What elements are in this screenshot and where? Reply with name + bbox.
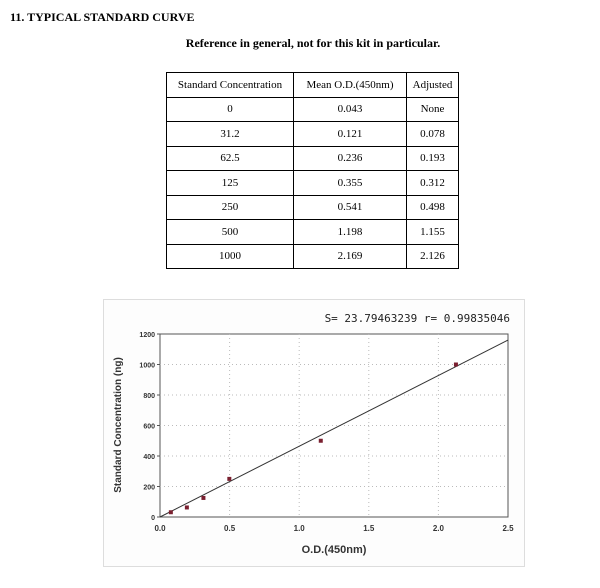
table-row: 500 1.198 1.155 bbox=[166, 219, 459, 245]
y-tick-label: 800 bbox=[143, 393, 155, 400]
table-row: 250 0.541 0.498 bbox=[166, 194, 459, 220]
section-title: 11. TYPICAL STANDARD CURVE bbox=[10, 10, 195, 24]
fit-line bbox=[159, 339, 509, 518]
standard-table: Standard Concentration Mean O.D.(450nm) … bbox=[166, 72, 459, 269]
table-cell: 2.169 bbox=[293, 243, 407, 269]
table-cell: 1.155 bbox=[406, 219, 459, 245]
data-point bbox=[201, 495, 206, 500]
y-axis-label: Standard Concentration (ng) bbox=[113, 357, 124, 493]
y-tick-label: 200 bbox=[143, 485, 155, 492]
data-point bbox=[318, 438, 323, 443]
table-row: 1000 2.169 2.126 bbox=[166, 243, 459, 269]
x-tick-label: 1.0 bbox=[294, 524, 306, 533]
x-tick-label: 1.5 bbox=[363, 524, 375, 533]
table-cell: 0.498 bbox=[406, 194, 459, 220]
header-cell: Adjusted bbox=[406, 72, 459, 98]
header-cell: Standard Concentration bbox=[166, 72, 294, 98]
data-point bbox=[227, 476, 232, 481]
data-point bbox=[168, 510, 173, 515]
data-point bbox=[184, 505, 189, 510]
table-cell: 0.541 bbox=[293, 194, 407, 220]
subtitle: Reference in general, not for this kit i… bbox=[185, 36, 441, 50]
y-tick-label: 1000 bbox=[139, 363, 155, 370]
x-tick-label: 0.0 bbox=[154, 524, 166, 533]
table-cell: 2.126 bbox=[406, 243, 459, 269]
x-axis-label: O.D.(450nm) bbox=[302, 544, 367, 556]
y-tick-label: 600 bbox=[143, 424, 155, 431]
y-tick-label: 400 bbox=[143, 454, 155, 461]
y-tick-label: 1200 bbox=[139, 332, 155, 339]
table-cell: 0.043 bbox=[293, 96, 407, 122]
y-tick-label: 0 bbox=[151, 515, 155, 522]
table-header-row: Standard Concentration Mean O.D.(450nm) … bbox=[166, 72, 459, 98]
x-tick-label: 0.5 bbox=[224, 524, 236, 533]
header-cell: Mean O.D.(450nm) bbox=[293, 72, 407, 98]
table-cell: 1.198 bbox=[293, 219, 407, 245]
table-row: 0 0.043 None bbox=[166, 96, 459, 122]
table-cell: 0.355 bbox=[293, 170, 407, 196]
data-point bbox=[453, 362, 458, 367]
x-tick-label: 2.0 bbox=[433, 524, 445, 533]
table-cell: 1000 bbox=[166, 243, 294, 269]
table-cell: 0.078 bbox=[406, 121, 459, 147]
fit-annotation: S= 23.79463239 r= 0.99835046 bbox=[325, 312, 510, 325]
table-row: 62.5 0.236 0.193 bbox=[166, 145, 459, 171]
table-cell: None bbox=[406, 96, 459, 122]
table-cell: 62.5 bbox=[166, 145, 294, 171]
table-cell: 0 bbox=[166, 96, 294, 122]
table-cell: 0.312 bbox=[406, 170, 459, 196]
table-cell: 0.193 bbox=[406, 145, 459, 171]
table-cell: 0.236 bbox=[293, 145, 407, 171]
x-tick-label: 2.5 bbox=[502, 524, 514, 533]
table-row: 125 0.355 0.312 bbox=[166, 170, 459, 196]
plot-area bbox=[159, 333, 509, 518]
